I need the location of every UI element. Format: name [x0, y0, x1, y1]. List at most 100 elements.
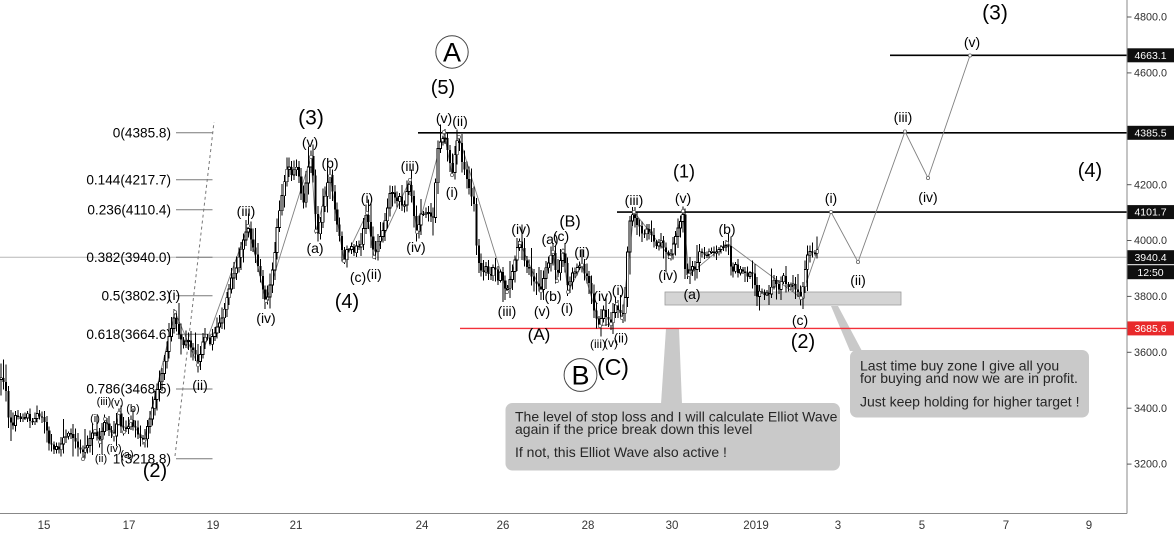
svg-text:(iii): (iii) — [498, 303, 517, 319]
svg-text:(C): (C) — [597, 354, 629, 380]
svg-text:(iv): (iv) — [511, 221, 530, 237]
svg-text:3685.6: 3685.6 — [1134, 323, 1166, 335]
svg-text:(v): (v) — [436, 110, 452, 126]
svg-text:(v): (v) — [111, 397, 124, 409]
svg-text:4000.0: 4000.0 — [1134, 235, 1167, 247]
svg-text:0.5(3802.3): 0.5(3802.3) — [101, 288, 171, 303]
svg-text:(v): (v) — [534, 303, 550, 319]
svg-text:(A): (A) — [528, 325, 551, 344]
svg-text:(5): (5) — [431, 77, 455, 99]
svg-text:(a): (a) — [683, 286, 700, 302]
svg-text:0(4385.8): 0(4385.8) — [113, 125, 171, 140]
svg-text:15: 15 — [38, 520, 51, 532]
svg-text:24: 24 — [416, 520, 429, 532]
svg-text:(b): (b) — [544, 288, 561, 304]
svg-text:4800.0: 4800.0 — [1134, 12, 1167, 24]
svg-text:26: 26 — [497, 520, 510, 532]
svg-text:for buying and now we are in p: for buying and now we are in profit. — [860, 370, 1078, 386]
svg-text:0.236(4110.4): 0.236(4110.4) — [87, 202, 171, 217]
svg-text:2019: 2019 — [743, 520, 769, 532]
svg-text:(a): (a) — [120, 449, 133, 461]
svg-text:(c): (c) — [553, 228, 569, 244]
svg-text:3800.0: 3800.0 — [1134, 291, 1167, 303]
svg-text:(ii): (ii) — [452, 113, 468, 129]
svg-text:3940.4: 3940.4 — [1134, 252, 1166, 264]
svg-text:(b): (b) — [718, 221, 735, 237]
svg-text:0.382(3940.0): 0.382(3940.0) — [86, 250, 171, 265]
svg-text:28: 28 — [582, 520, 595, 532]
svg-text:(i): (i) — [361, 190, 373, 206]
svg-text:A: A — [443, 38, 461, 68]
svg-text:(b): (b) — [321, 155, 338, 171]
svg-text:(iii): (iii) — [894, 109, 913, 125]
svg-text:0.618(3664.6): 0.618(3664.6) — [86, 327, 171, 342]
svg-text:(ii): (ii) — [366, 266, 382, 282]
svg-text:4663.1: 4663.1 — [1134, 50, 1166, 62]
svg-text:19: 19 — [207, 520, 220, 532]
svg-text:9: 9 — [1086, 520, 1092, 532]
svg-text:(iv): (iv) — [593, 288, 612, 304]
svg-text:0.144(4217.7): 0.144(4217.7) — [86, 172, 171, 187]
svg-text:(ii): (ii) — [192, 377, 208, 393]
svg-text:3600.0: 3600.0 — [1134, 347, 1167, 359]
svg-text:(1): (1) — [673, 161, 695, 181]
svg-text:(2): (2) — [143, 460, 167, 482]
svg-text:30: 30 — [666, 520, 679, 532]
svg-text:(v): (v) — [964, 34, 980, 50]
svg-text:(ii): (ii) — [574, 244, 590, 260]
svg-text:(i): (i) — [90, 413, 100, 425]
svg-text:(a): (a) — [541, 231, 558, 247]
svg-text:(a): (a) — [306, 240, 323, 256]
svg-text:(iv): (iv) — [918, 189, 937, 205]
svg-text:(b): (b) — [126, 403, 139, 415]
svg-text:(iii): (iii) — [590, 337, 606, 351]
svg-text:(ii): (ii) — [850, 272, 866, 288]
svg-text:(2): (2) — [791, 331, 815, 353]
svg-text:again if the price break down: again if the price break down this level — [515, 421, 752, 437]
svg-text:4600.0: 4600.0 — [1134, 68, 1167, 80]
svg-text:4200.0: 4200.0 — [1134, 179, 1167, 191]
svg-text:(v): (v) — [604, 336, 618, 350]
svg-text:3400.0: 3400.0 — [1134, 403, 1167, 415]
svg-text:The level of stop loss and I w: The level of stop loss and I will calcul… — [515, 409, 838, 425]
svg-text:1(3218.8): 1(3218.8) — [113, 451, 171, 466]
svg-text:0.786(3468.5): 0.786(3468.5) — [86, 382, 171, 397]
svg-text:(4): (4) — [1078, 160, 1102, 182]
svg-text:7: 7 — [1003, 520, 1009, 532]
svg-text:(iv): (iv) — [256, 310, 275, 326]
svg-text:(ii): (ii) — [614, 331, 628, 346]
svg-text:(c): (c) — [792, 312, 808, 328]
svg-text:(iv): (iv) — [406, 239, 425, 255]
svg-text:(3): (3) — [298, 106, 324, 129]
svg-text:12:50: 12:50 — [1137, 267, 1163, 279]
svg-text:(i): (i) — [561, 300, 573, 316]
svg-text:(i): (i) — [825, 190, 837, 206]
svg-text:(4): (4) — [335, 291, 359, 313]
svg-text:Last time buy zone I give all: Last time buy zone I give all you — [860, 358, 1059, 374]
svg-text:(iii): (iii) — [625, 192, 644, 208]
svg-text:(i): (i) — [446, 184, 458, 200]
svg-text:17: 17 — [123, 520, 136, 532]
svg-text:5: 5 — [919, 520, 925, 532]
svg-text:(iii): (iii) — [401, 158, 420, 174]
svg-text:(iii): (iii) — [237, 203, 256, 219]
svg-text:4385.5: 4385.5 — [1134, 127, 1166, 139]
svg-text:(i): (i) — [612, 282, 624, 298]
svg-text:(iv): (iv) — [658, 267, 677, 283]
svg-text:(iii): (iii) — [97, 396, 112, 408]
svg-text:3: 3 — [835, 520, 841, 532]
svg-text:(c): (c) — [350, 269, 366, 285]
svg-text:(v): (v) — [675, 190, 691, 206]
svg-text:Just keep holding for higher t: Just keep holding for higher target ! — [860, 394, 1079, 410]
svg-text:B: B — [571, 361, 589, 391]
svg-text:If not, this Elliot Wave also: If not, this Elliot Wave also active ! — [515, 444, 727, 460]
svg-text:(v): (v) — [302, 134, 318, 150]
svg-text:(iv): (iv) — [106, 443, 121, 455]
svg-text:21: 21 — [290, 520, 303, 532]
svg-text:(i): (i) — [168, 287, 180, 303]
svg-text:4101.7: 4101.7 — [1134, 207, 1166, 219]
svg-text:(B): (B) — [559, 214, 580, 231]
svg-text:3200.0: 3200.0 — [1134, 459, 1167, 471]
svg-text:(ii): (ii) — [95, 453, 107, 465]
svg-text:(3): (3) — [982, 1, 1008, 24]
